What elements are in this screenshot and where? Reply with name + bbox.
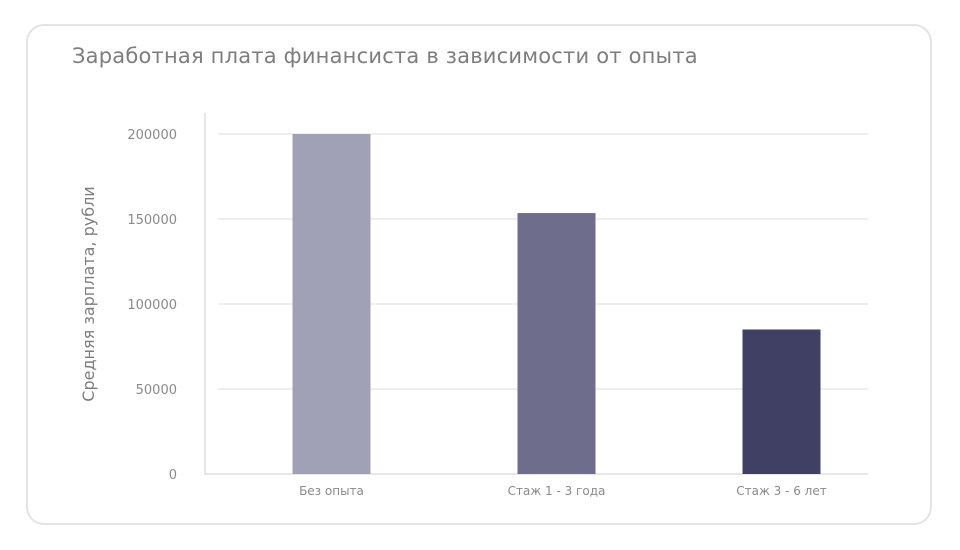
y-axis-label: Средняя зарплата, рубли <box>79 186 98 401</box>
x-tick-label: Стаж 3 - 6 лет <box>736 484 826 498</box>
x-tick-label: Стаж 1 - 3 года <box>508 484 606 498</box>
y-tick-label: 100000 <box>127 298 177 313</box>
y-tick-label: 50000 <box>136 383 177 398</box>
y-tick-label: 150000 <box>127 213 177 228</box>
y-tick-label: 0 <box>169 468 177 483</box>
chart-title: Заработная плата финансиста в зависимост… <box>72 44 698 68</box>
y-tick-label: 200000 <box>127 128 177 143</box>
bar <box>292 134 371 474</box>
bar-layer <box>292 134 821 475</box>
bar <box>517 213 596 475</box>
x-tick-label: Без опыта <box>299 484 364 498</box>
bar <box>742 329 821 474</box>
label-layer: 0 50000 100000 150000 200000 Без опыта Стаж 1 … <box>127 128 826 498</box>
